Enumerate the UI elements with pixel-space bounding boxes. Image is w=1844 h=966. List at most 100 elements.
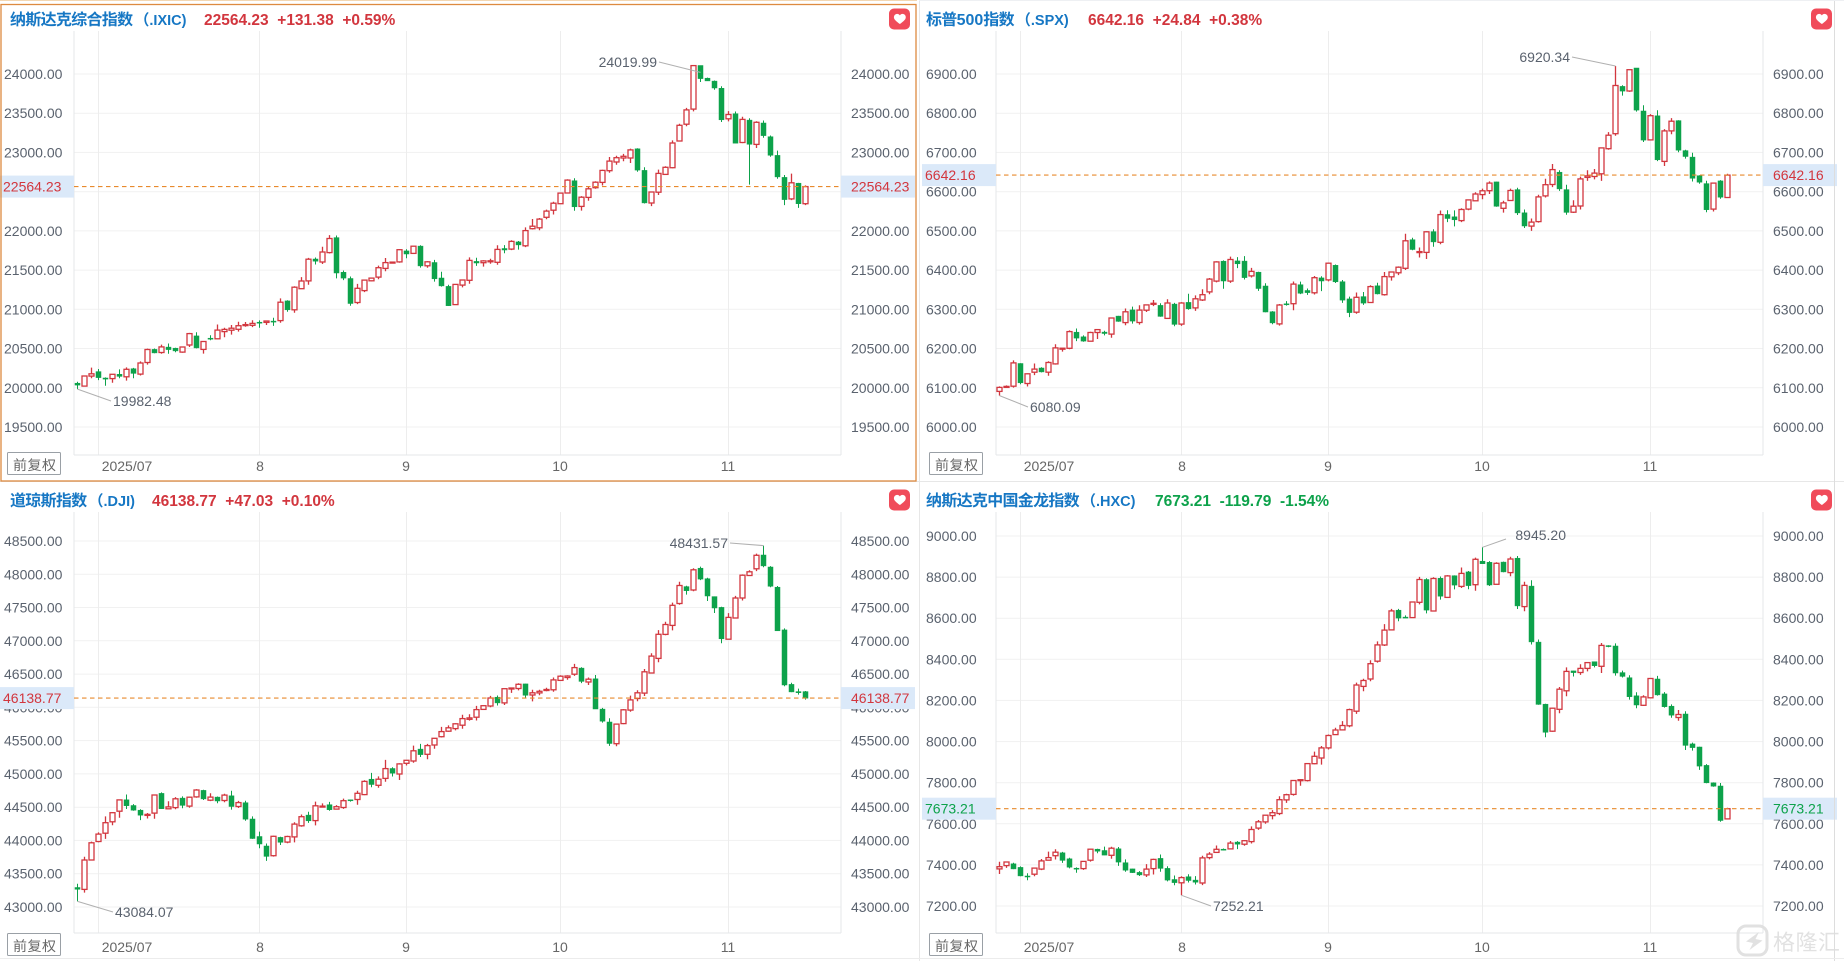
svg-text:7800.00: 7800.00: [1773, 775, 1824, 791]
svg-text:22564.23: 22564.23: [851, 179, 910, 195]
svg-text:8000.00: 8000.00: [1773, 734, 1824, 750]
svg-text:9: 9: [1324, 458, 1332, 474]
svg-text:6642.16 +24.84 +0.38%: 6642.16 +24.84 +0.38%: [1088, 12, 1262, 29]
svg-text:8400.00: 8400.00: [926, 651, 977, 667]
svg-text:2025/07: 2025/07: [102, 939, 153, 955]
svg-text:11: 11: [721, 939, 736, 955]
svg-text:9000.00: 9000.00: [926, 528, 977, 544]
svg-text:500: 500: [957, 12, 984, 29]
svg-text:44500.00: 44500.00: [4, 799, 63, 815]
svg-text:2025/07: 2025/07: [1024, 939, 1075, 955]
svg-text:.HXC): .HXC): [1096, 494, 1136, 510]
svg-text:7673.21: 7673.21: [925, 801, 976, 817]
svg-text:47000.00: 47000.00: [4, 633, 63, 649]
svg-text:22564.23: 22564.23: [3, 179, 62, 195]
svg-text:7200.00: 7200.00: [926, 898, 977, 914]
svg-text:20000.00: 20000.00: [4, 380, 63, 396]
svg-text:6300.00: 6300.00: [926, 301, 977, 317]
svg-text:7673.21: 7673.21: [1773, 801, 1824, 817]
svg-text:44000.00: 44000.00: [851, 832, 910, 848]
svg-text:8200.00: 8200.00: [1773, 692, 1824, 708]
svg-text:47000.00: 47000.00: [851, 633, 910, 649]
svg-text:48000.00: 48000.00: [851, 566, 910, 582]
svg-text:9: 9: [1324, 939, 1332, 955]
svg-text:43500.00: 43500.00: [851, 866, 910, 882]
svg-text:6100.00: 6100.00: [926, 380, 977, 396]
svg-text:6200.00: 6200.00: [926, 341, 977, 357]
svg-text:6400.00: 6400.00: [1773, 262, 1824, 278]
svg-text:11: 11: [1643, 939, 1658, 955]
svg-text:8: 8: [256, 458, 264, 474]
svg-text:47500.00: 47500.00: [4, 600, 63, 616]
svg-text:22564.23 +131.38 +0.59%: 22564.23 +131.38 +0.59%: [204, 12, 396, 29]
svg-text:6300.00: 6300.00: [1773, 301, 1824, 317]
svg-text:6800.00: 6800.00: [1773, 105, 1824, 121]
svg-text:24019.99: 24019.99: [599, 54, 658, 70]
svg-text:9000.00: 9000.00: [1773, 528, 1824, 544]
svg-text:46138.77: 46138.77: [851, 690, 910, 706]
svg-text:20000.00: 20000.00: [851, 380, 910, 396]
svg-text:6900.00: 6900.00: [1773, 66, 1824, 82]
svg-text:46138.77 +47.03 +0.10%: 46138.77 +47.03 +0.10%: [152, 493, 335, 510]
svg-text:20500.00: 20500.00: [4, 341, 63, 357]
svg-text:6500.00: 6500.00: [926, 223, 977, 239]
svg-text:24000.00: 24000.00: [4, 66, 63, 82]
svg-text:43000.00: 43000.00: [4, 899, 63, 915]
svg-text:45000.00: 45000.00: [4, 766, 63, 782]
svg-text:6642.16: 6642.16: [925, 167, 976, 183]
svg-text:46500.00: 46500.00: [851, 666, 910, 682]
svg-text:6000.00: 6000.00: [1773, 419, 1824, 435]
svg-text:11: 11: [1643, 458, 1658, 474]
svg-text:19500.00: 19500.00: [4, 419, 63, 435]
svg-text:8000.00: 8000.00: [926, 734, 977, 750]
svg-text:7400.00: 7400.00: [1773, 857, 1824, 873]
svg-text:7400.00: 7400.00: [926, 857, 977, 873]
svg-text:48431.57: 48431.57: [670, 535, 729, 551]
svg-text:44500.00: 44500.00: [851, 799, 910, 815]
svg-text:6700.00: 6700.00: [926, 144, 977, 160]
svg-text:6000.00: 6000.00: [926, 419, 977, 435]
svg-text:6400.00: 6400.00: [926, 262, 977, 278]
svg-text:7800.00: 7800.00: [926, 775, 977, 791]
svg-text:21500.00: 21500.00: [4, 262, 63, 278]
svg-text:48500.00: 48500.00: [851, 533, 910, 549]
svg-text:23000.00: 23000.00: [851, 144, 910, 160]
svg-text:10: 10: [552, 939, 568, 955]
svg-text:8600.00: 8600.00: [926, 610, 977, 626]
svg-text:23000.00: 23000.00: [4, 144, 63, 160]
svg-text:48000.00: 48000.00: [4, 566, 63, 582]
svg-text:9: 9: [402, 458, 410, 474]
svg-text:21000.00: 21000.00: [4, 301, 63, 317]
svg-text:9: 9: [402, 939, 410, 955]
svg-text:8: 8: [1178, 458, 1186, 474]
svg-text:8800.00: 8800.00: [1773, 569, 1824, 585]
svg-text:6700.00: 6700.00: [1773, 144, 1824, 160]
svg-text:46500.00: 46500.00: [4, 666, 63, 682]
svg-text:6920.34: 6920.34: [1519, 49, 1570, 65]
svg-text:6800.00: 6800.00: [926, 105, 977, 121]
svg-text:22000.00: 22000.00: [4, 223, 63, 239]
svg-text:46138.77: 46138.77: [3, 690, 62, 706]
svg-text:6080.09: 6080.09: [1030, 399, 1081, 415]
svg-text:23500.00: 23500.00: [4, 105, 63, 121]
svg-text:8: 8: [256, 939, 264, 955]
svg-text:7600.00: 7600.00: [926, 816, 977, 832]
svg-text:.SPX): .SPX): [1031, 13, 1069, 29]
svg-text:10: 10: [1474, 458, 1490, 474]
svg-text:6600.00: 6600.00: [926, 184, 977, 200]
svg-text:10: 10: [1474, 939, 1490, 955]
svg-text:2025/07: 2025/07: [1024, 458, 1075, 474]
svg-text:21000.00: 21000.00: [851, 301, 910, 317]
svg-text:6900.00: 6900.00: [926, 66, 977, 82]
svg-text:48500.00: 48500.00: [4, 533, 63, 549]
svg-text:8600.00: 8600.00: [1773, 610, 1824, 626]
svg-text:6500.00: 6500.00: [1773, 223, 1824, 239]
svg-text:2025/07: 2025/07: [102, 458, 153, 474]
svg-text:8945.20: 8945.20: [1515, 527, 1566, 543]
svg-text:45500.00: 45500.00: [4, 733, 63, 749]
svg-text:10: 10: [552, 458, 568, 474]
svg-text:11: 11: [721, 458, 736, 474]
svg-text:7200.00: 7200.00: [1773, 898, 1824, 914]
svg-text:6200.00: 6200.00: [1773, 341, 1824, 357]
svg-text:8400.00: 8400.00: [1773, 651, 1824, 667]
